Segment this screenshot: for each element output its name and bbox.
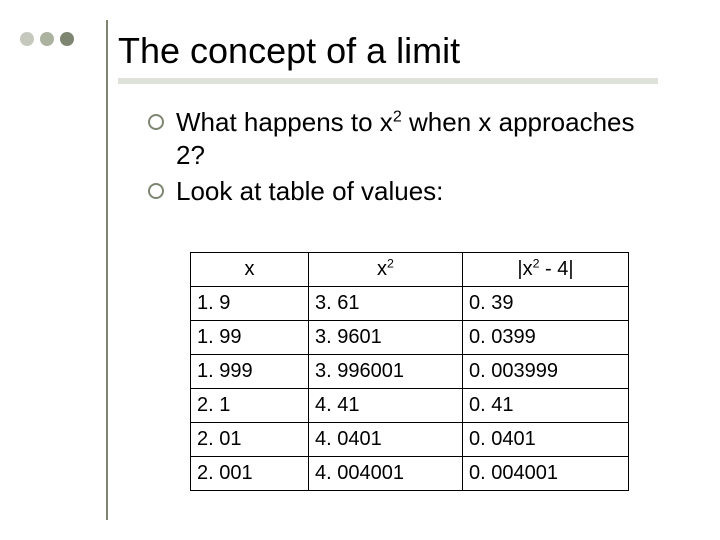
bullet-ring-icon xyxy=(148,183,164,199)
slide-title: The concept of a limit xyxy=(118,30,658,76)
table-cell: 3. 9601 xyxy=(309,321,463,355)
data-table-wrap: xx2|x2 - 4| 1. 93. 610. 391. 993. 96010.… xyxy=(190,252,629,491)
vertical-rule xyxy=(106,20,108,520)
table-row: 1. 93. 610. 39 xyxy=(191,287,629,321)
table-cell: 1. 9 xyxy=(191,287,309,321)
bullet-text: What happens to x2 when x approaches 2? xyxy=(176,106,668,171)
table-cell: 0. 39 xyxy=(463,287,629,321)
slide: The concept of a limit What happens to x… xyxy=(0,0,720,540)
bullet-item: What happens to x2 when x approaches 2? xyxy=(148,106,668,171)
table-row: 1. 993. 96010. 0399 xyxy=(191,321,629,355)
table-cell: 0. 41 xyxy=(463,389,629,423)
title-block: The concept of a limit xyxy=(118,30,658,84)
table-cell: 4. 004001 xyxy=(309,457,463,491)
table-cell: 1. 999 xyxy=(191,355,309,389)
table-cell: 4. 41 xyxy=(309,389,463,423)
dot-icon xyxy=(40,32,54,46)
table-cell: 2. 1 xyxy=(191,389,309,423)
table-header-cell: x2 xyxy=(309,253,463,287)
table-row: 2. 014. 04010. 0401 xyxy=(191,423,629,457)
bullet-item: Look at table of values: xyxy=(148,175,668,208)
table-cell: 4. 0401 xyxy=(309,423,463,457)
bullet-list: What happens to x2 when x approaches 2? L… xyxy=(148,106,668,208)
dot-icon xyxy=(20,32,34,46)
table-cell: 2. 001 xyxy=(191,457,309,491)
table-header-row: xx2|x2 - 4| xyxy=(191,253,629,287)
table-header-cell: |x2 - 4| xyxy=(463,253,629,287)
title-underline xyxy=(118,78,658,84)
table-cell: 0. 0401 xyxy=(463,423,629,457)
body-block: What happens to x2 when x approaches 2? L… xyxy=(148,106,668,212)
bullet-text: Look at table of values: xyxy=(176,175,443,208)
accent-dots xyxy=(20,32,80,46)
table-cell: 0. 004001 xyxy=(463,457,629,491)
table-row: 1. 9993. 9960010. 003999 xyxy=(191,355,629,389)
table-header-cell: x xyxy=(191,253,309,287)
bullet-ring-icon xyxy=(148,114,164,130)
table-cell: 3. 996001 xyxy=(309,355,463,389)
table-row: 2. 14. 410. 41 xyxy=(191,389,629,423)
dot-icon xyxy=(60,32,74,46)
table-body: 1. 93. 610. 391. 993. 96010. 03991. 9993… xyxy=(191,287,629,491)
table-cell: 0. 003999 xyxy=(463,355,629,389)
table-cell: 3. 61 xyxy=(309,287,463,321)
data-table: xx2|x2 - 4| 1. 93. 610. 391. 993. 96010.… xyxy=(190,252,629,491)
table-cell: 1. 99 xyxy=(191,321,309,355)
table-cell: 2. 01 xyxy=(191,423,309,457)
table-cell: 0. 0399 xyxy=(463,321,629,355)
table-row: 2. 0014. 0040010. 004001 xyxy=(191,457,629,491)
